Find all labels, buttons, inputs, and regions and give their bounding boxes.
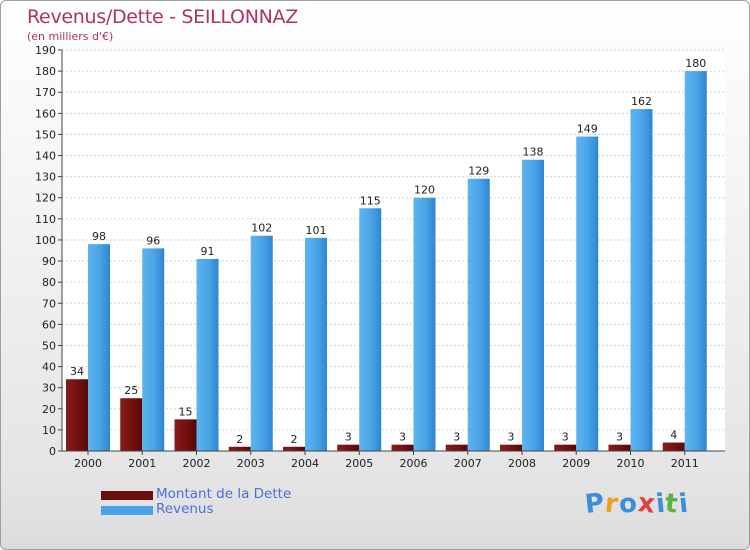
data-label-debt-2010: 3 — [616, 431, 623, 444]
data-label-revenue-2011: 180 — [685, 57, 706, 70]
y-tick-label: 190 — [35, 44, 56, 57]
plot-area — [62, 50, 725, 451]
x-tick-label-2005: 2005 — [345, 457, 373, 470]
data-label-revenue-2000: 98 — [92, 230, 106, 243]
y-tick-label: 150 — [35, 128, 56, 141]
y-tick-label: 40 — [42, 361, 56, 374]
x-tick-label-2008: 2008 — [508, 457, 536, 470]
y-tick-label: 170 — [35, 86, 56, 99]
data-label-revenue-2007: 129 — [468, 165, 489, 178]
data-label-revenue-2009: 149 — [577, 123, 598, 136]
data-label-debt-2009: 3 — [562, 431, 569, 444]
y-tick-label: 70 — [42, 297, 56, 310]
x-tick-label-2010: 2010 — [617, 457, 645, 470]
y-tick-label: 110 — [35, 213, 56, 226]
x-tick-label-2001: 2001 — [128, 457, 156, 470]
bar-revenue-2002 — [196, 258, 219, 451]
data-label-debt-2007: 3 — [453, 431, 460, 444]
x-tick-label-2004: 2004 — [291, 457, 319, 470]
data-label-revenue-2006: 120 — [414, 184, 435, 197]
bar-revenue-2010 — [630, 109, 653, 452]
y-tick-label: 160 — [35, 107, 56, 120]
bar-debt-2003 — [228, 446, 251, 451]
y-tick-label: 80 — [42, 276, 56, 289]
bar-revenue-2009 — [576, 136, 599, 451]
y-tick-label: 50 — [42, 339, 56, 352]
x-tick-label-2007: 2007 — [454, 457, 482, 470]
bar-revenue-2004 — [305, 237, 327, 451]
data-label-debt-2001: 25 — [124, 384, 138, 397]
x-tick-label-2006: 2006 — [400, 457, 428, 470]
bar-revenue-2006 — [413, 197, 436, 451]
bar-debt-2008 — [500, 444, 522, 451]
data-label-debt-2005: 3 — [345, 431, 352, 444]
bar-revenue-2007 — [467, 178, 490, 451]
bar-revenue-2011 — [684, 71, 707, 452]
y-tick-label: 20 — [42, 403, 56, 416]
proxiti-logo: Proxiti — [583, 488, 691, 520]
legend-swatch-debt — [101, 491, 153, 500]
bar-debt-2006 — [391, 444, 414, 451]
y-tick-label: 120 — [35, 192, 56, 205]
bar-revenue-2005 — [359, 208, 382, 451]
bar-debt-2011 — [662, 442, 685, 451]
bar-debt-2004 — [283, 446, 305, 451]
chart-subtitle: (en milliers d'€) — [27, 30, 114, 43]
y-tick-label: 90 — [42, 255, 56, 268]
data-label-revenue-2008: 138 — [523, 146, 544, 159]
data-label-revenue-2005: 115 — [360, 194, 381, 207]
data-label-debt-2000: 34 — [70, 365, 84, 378]
data-label-revenue-2001: 96 — [146, 234, 160, 247]
x-tick-label-2002: 2002 — [183, 457, 211, 470]
data-label-revenue-2010: 162 — [631, 95, 652, 108]
data-label-debt-2002: 15 — [179, 405, 193, 418]
bar-debt-2007 — [445, 444, 468, 451]
logo-letter: i — [677, 488, 691, 520]
legend-label-debt: Montant de la Dette — [156, 486, 292, 502]
y-tick-label: 180 — [35, 65, 56, 78]
bar-debt-2001 — [120, 398, 143, 451]
chart-title: Revenus/Dette - SEILLONNAZ — [27, 6, 298, 28]
bar-revenue-2003 — [250, 235, 273, 451]
data-label-debt-2004: 2 — [291, 433, 298, 446]
bar-revenue-2000 — [88, 244, 110, 451]
y-tick-label: 100 — [35, 234, 56, 247]
data-label-debt-2008: 3 — [508, 431, 515, 444]
data-label-debt-2011: 4 — [670, 429, 677, 442]
data-label-revenue-2003: 102 — [251, 222, 272, 235]
x-tick-label-2000: 2000 — [74, 457, 102, 470]
bar-debt-2002 — [174, 419, 197, 451]
y-tick-label: 10 — [42, 424, 56, 437]
data-label-revenue-2004: 101 — [306, 224, 327, 237]
bar-debt-2005 — [337, 444, 360, 451]
legend-label-revenue: Revenus — [156, 501, 214, 517]
y-tick-label: 130 — [35, 171, 56, 184]
data-label-debt-2006: 3 — [399, 431, 406, 444]
bar-debt-2010 — [608, 444, 631, 451]
bar-revenue-2001 — [142, 248, 165, 451]
bar-debt-2000 — [66, 379, 88, 451]
x-tick-label-2009: 2009 — [562, 457, 590, 470]
y-tick-label: 60 — [42, 318, 56, 331]
bar-revenue-2008 — [522, 159, 544, 451]
data-label-revenue-2002: 91 — [201, 245, 215, 258]
legend-swatch-revenue — [101, 506, 153, 515]
data-label-debt-2003: 2 — [236, 433, 243, 446]
bar-debt-2009 — [554, 444, 577, 451]
x-tick-label-2003: 2003 — [237, 457, 265, 470]
x-tick-label-2011: 2011 — [671, 457, 699, 470]
y-tick-label: 30 — [42, 382, 56, 395]
y-tick-label: 140 — [35, 150, 56, 163]
y-tick-label: 0 — [49, 445, 56, 458]
